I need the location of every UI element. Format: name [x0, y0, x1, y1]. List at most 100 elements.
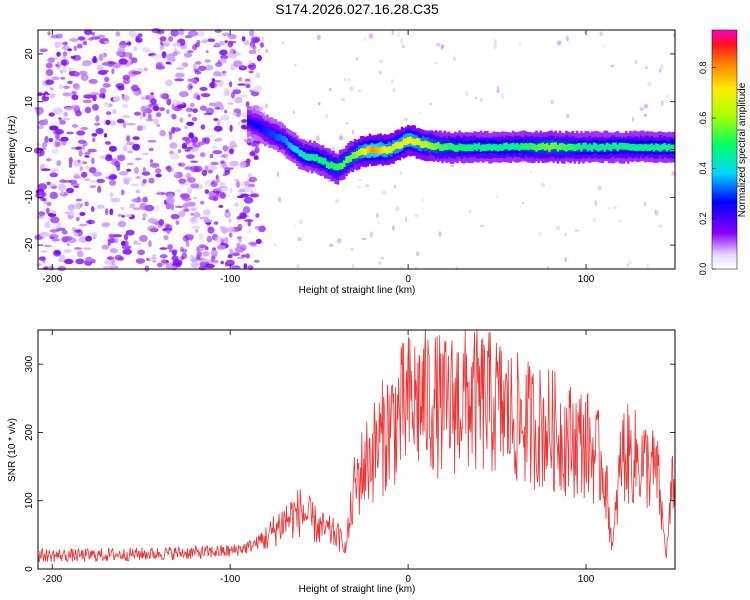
spectrogram-noise-cell	[191, 207, 198, 212]
spectrogram-noise-cell	[87, 148, 97, 153]
spectrogram-noise-cell	[126, 122, 136, 126]
spectrogram-noise-cell	[74, 71, 80, 77]
spectrogram-noise-cell	[210, 161, 219, 166]
spectrogram-ridge-cell	[665, 144, 669, 152]
spectrogram-ridge-cell	[291, 144, 295, 152]
spectrogram-noise-cell	[208, 102, 216, 107]
spectrogram-noise-cell	[292, 110, 295, 114]
spectrogram-noise-cell	[196, 246, 200, 252]
spectrogram-noise-cell	[165, 197, 175, 205]
spectrogram-noise-cell	[228, 34, 237, 40]
spectrogram-noise-cell	[246, 158, 251, 163]
spectrogram-noise-cell	[537, 231, 543, 237]
y-tick-label: 100	[24, 492, 35, 509]
spectrogram-noise-cell	[70, 182, 80, 187]
spectrogram-noise-cell	[254, 226, 261, 230]
spectrogram-noise-cell	[44, 221, 51, 229]
spectrogram-noise-cell	[496, 90, 500, 93]
spectrogram-noise-cell	[599, 31, 603, 37]
spectrogram-ridge-cell	[590, 145, 594, 152]
spectrogram-noise-cell	[105, 119, 111, 125]
spectrogram-noise-cell	[184, 201, 190, 205]
spectrogram-noise-cell	[185, 107, 191, 113]
spectrogram-noise-cell	[665, 95, 670, 99]
spectrogram-noise-cell	[63, 85, 70, 90]
spectrogram-noise-cell	[64, 258, 74, 265]
spectrogram-ridge-cell	[368, 145, 372, 153]
spectrogram-x-label: Height of straight line (km)	[299, 285, 416, 296]
spectrogram-noise-cell	[196, 40, 201, 44]
spectrogram-noise-cell	[249, 89, 253, 92]
spectrogram-noise-cell	[145, 118, 154, 122]
spectrogram-noise-cell	[191, 261, 199, 268]
x-tick-label: -100	[220, 574, 240, 585]
spectrogram-noise-cell	[71, 90, 77, 95]
spectrogram-noise-cell	[227, 226, 235, 233]
spectrogram-noise-cell	[247, 64, 254, 69]
spectrogram-noise-cell	[256, 54, 262, 62]
snr-y-label: SNR (10 * v/v)	[7, 418, 18, 482]
spectrogram-noise-cell	[174, 72, 185, 78]
spectrogram-ridge-cell	[573, 144, 577, 151]
spectrogram-noise-cell	[555, 225, 561, 231]
spectrogram-noise-cell	[126, 135, 131, 143]
spectrogram-noise-cell	[182, 235, 190, 242]
spectrogram-ridge-cell	[659, 145, 662, 152]
spectrogram-ridge-cell	[351, 152, 355, 159]
spectrogram-ridge-cell	[422, 141, 425, 148]
spectrogram-noise-cell	[643, 113, 647, 117]
spectrogram-noise-cell	[248, 49, 257, 55]
spectrogram-noise-cell	[219, 49, 228, 56]
spectrogram-noise-cell	[177, 149, 182, 154]
spectrogram-noise-cell	[159, 45, 165, 51]
spectrogram-noise-cell	[233, 60, 243, 68]
spectrogram-ridge-cell	[586, 144, 590, 152]
spectrogram-noise-cell	[192, 196, 198, 200]
spectrogram-noise-cell	[114, 238, 119, 244]
spectrogram-noise-cell	[45, 69, 54, 76]
spectrogram-noise-cell	[73, 45, 77, 51]
spectrogram-noise-cell	[187, 78, 192, 82]
spectrogram-ridge-cell	[644, 143, 647, 151]
spectrogram-noise-cell	[358, 179, 362, 182]
spectrogram-noise-cell	[134, 111, 141, 116]
spectrogram-noise-cell	[43, 244, 52, 248]
spectrogram-ridge-cell	[456, 145, 459, 152]
spectrogram-noise-cell	[234, 178, 238, 182]
spectrogram-noise-cell	[111, 258, 115, 266]
spectrogram-noise-cell	[35, 143, 42, 146]
spectrogram-noise-cell	[228, 248, 233, 252]
spectrogram-noise-cell	[38, 256, 46, 261]
spectrogram-noise-cell	[201, 169, 208, 177]
spectrogram-noise-cell	[186, 177, 196, 183]
spectrogram-noise-cell	[39, 48, 48, 53]
spectrogram-noise-cell	[125, 141, 135, 146]
spectrogram-noise-cell	[236, 236, 242, 240]
y-tick-label: -20	[24, 237, 35, 252]
spectrogram-ridge-cell	[563, 143, 566, 151]
spectrogram-ridge-cell	[533, 143, 536, 151]
spectrogram-noise-cell	[107, 241, 111, 246]
spectrogram-noise-cell	[158, 191, 162, 195]
spectrogram-noise-cell	[45, 207, 50, 215]
spectrogram-noise-cell	[85, 235, 92, 242]
spectrogram-noise-cell	[348, 77, 351, 83]
colorbar-tick-label: 0.6	[698, 112, 708, 125]
spectrogram-noise-cell	[221, 226, 229, 234]
spectrogram-noise-cell	[234, 96, 243, 104]
spectrogram-noise-cell	[335, 199, 340, 204]
spectrogram-noise-cell	[204, 189, 210, 194]
spectrogram-noise-cell	[114, 160, 121, 168]
spectrogram-noise-cell	[96, 66, 104, 71]
spectrogram-noise-cell	[117, 44, 127, 49]
spectrogram-noise-cell	[78, 223, 88, 227]
spectrogram-ridge-cell	[255, 122, 259, 129]
spectrogram-noise-cell	[120, 189, 125, 196]
spectrogram-ridge-cell	[398, 142, 402, 149]
spectrogram-noise-cell	[81, 171, 88, 178]
spectrogram-ridge-cell	[458, 143, 461, 151]
spectrogram-noise-cell	[232, 89, 241, 95]
spectrogram-noise-cell	[56, 141, 61, 147]
spectrogram-noise-cell	[58, 138, 66, 142]
spectrogram-noise-cell	[131, 71, 142, 75]
